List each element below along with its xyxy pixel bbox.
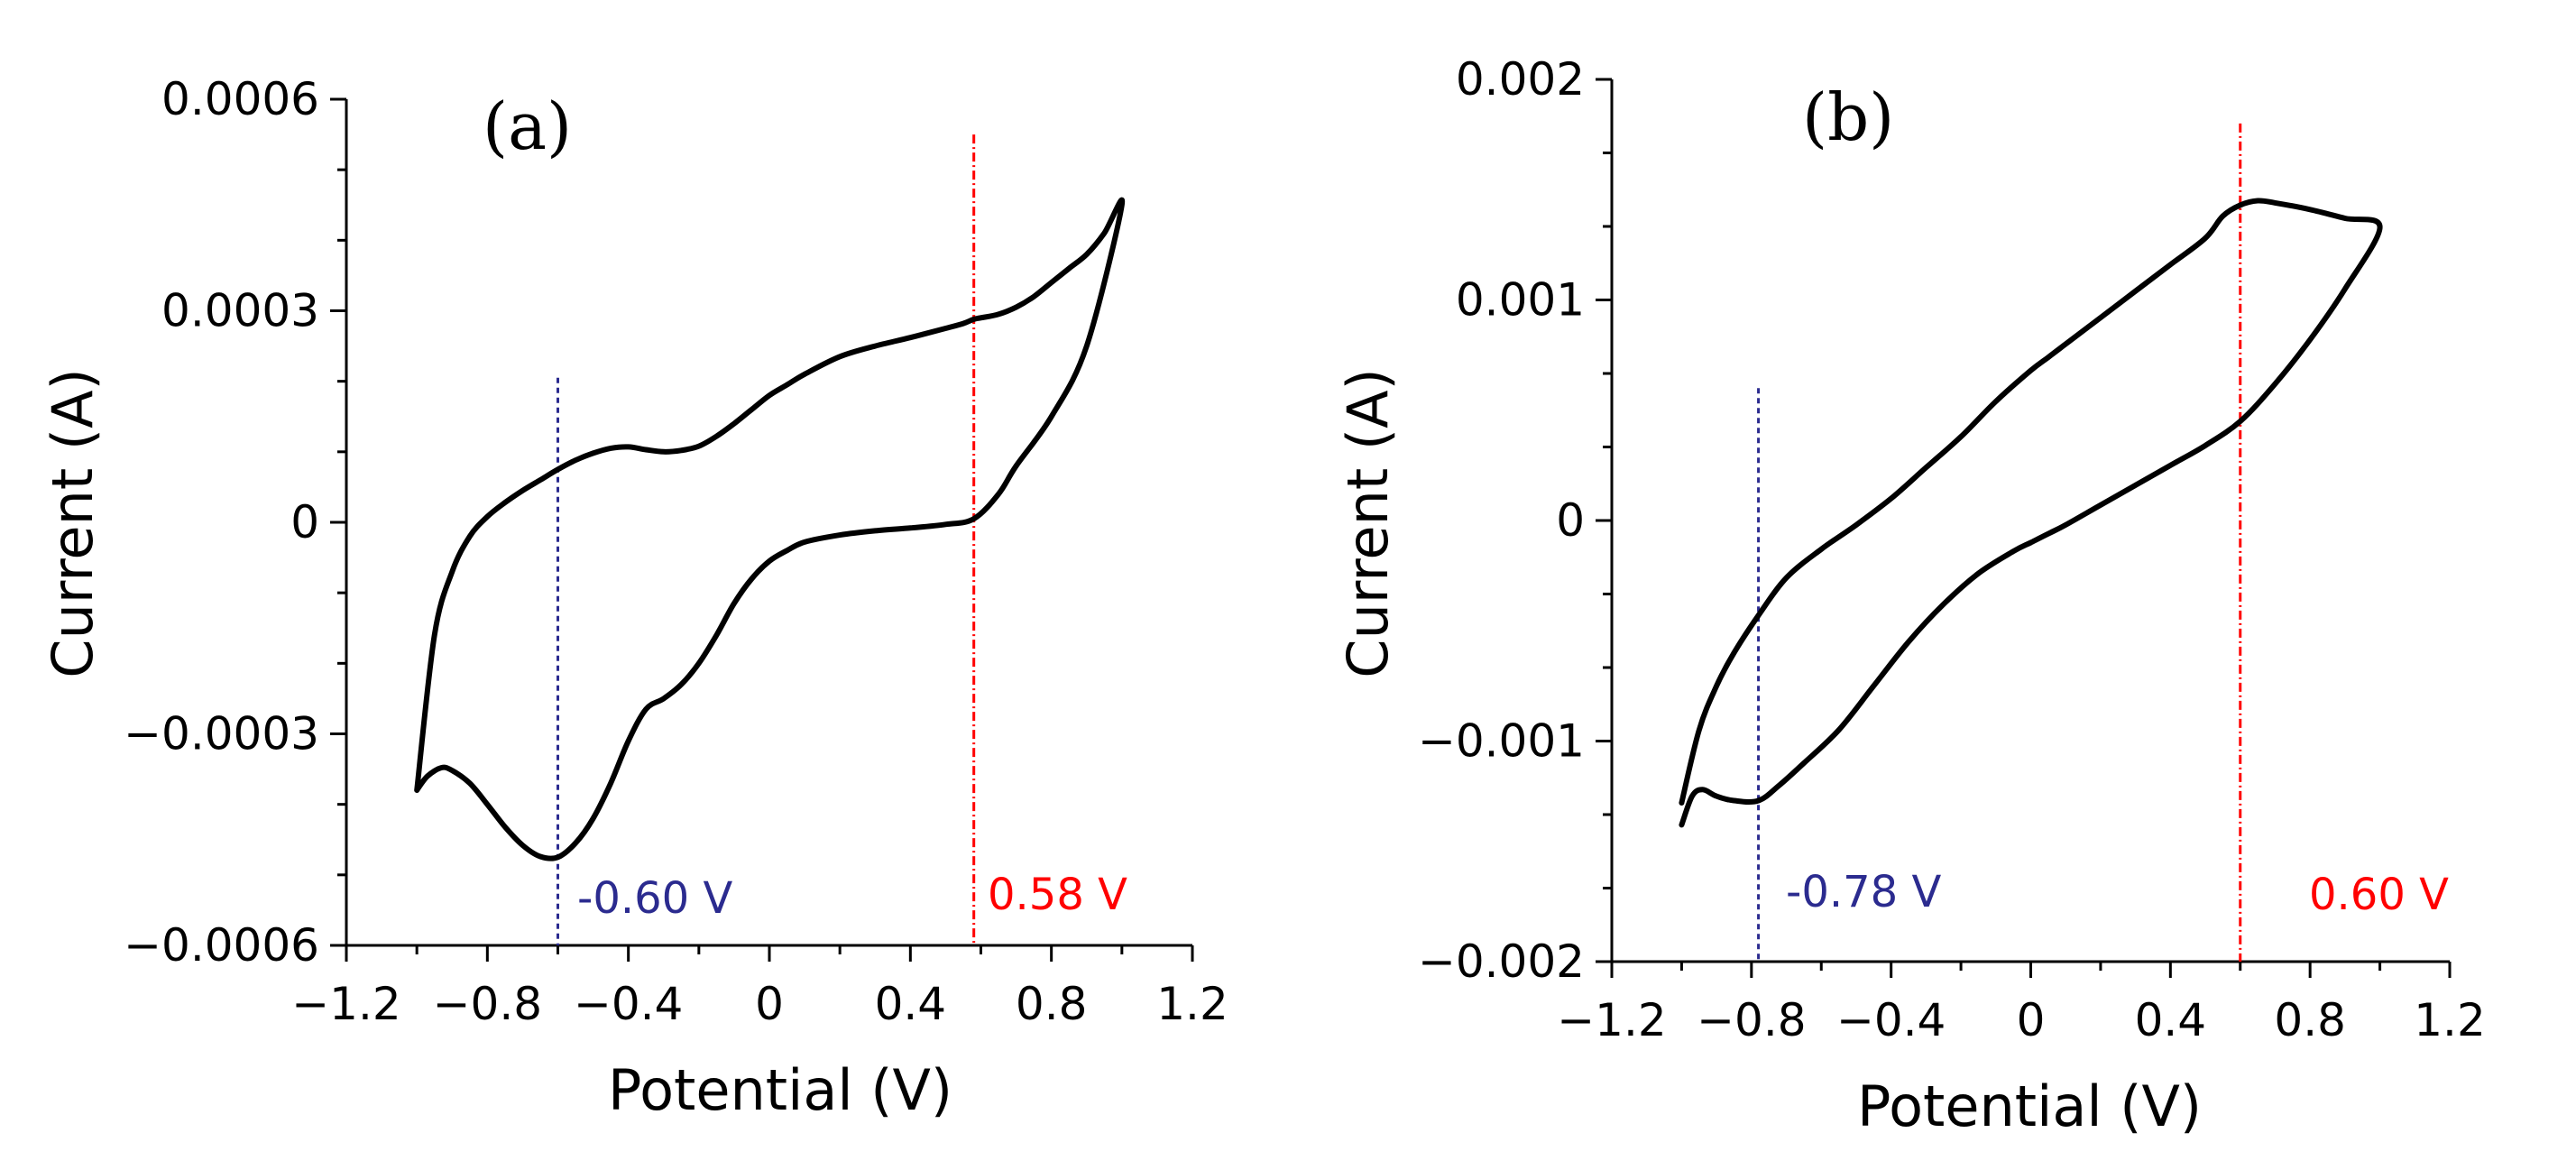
y-axis-title-a: Current (A) — [40, 368, 106, 677]
vline-label-a-reduction: -0.60 V — [577, 873, 732, 924]
x-tick-label-a-4: 0.4 — [875, 978, 947, 1030]
vline-label-b-reduction: -0.78 V — [1786, 867, 1941, 917]
y-axis-title-b: Current (A) — [1335, 368, 1401, 677]
y-tick-label-a-2: 0 — [290, 496, 319, 548]
panel-label-a: (a) — [483, 88, 572, 164]
x-tick-label-a-0: −1.2 — [291, 978, 400, 1030]
x-tick-label-b-5: 0.8 — [2274, 994, 2346, 1046]
axes-b: −1.2 −0.8 −0.4 0 0.4 0.8 1.2 −0.002 −0.001 0 0.001… — [1418, 53, 2486, 1046]
x-tick-label-a-3: 0 — [755, 978, 784, 1030]
axes-a: −1.2 −0.8 −0.4 0 0.4 0.8 1.2 −0.0006 −0.0003 0 0.0… — [124, 73, 1228, 1030]
x-tick-label-a-2: −0.4 — [574, 978, 683, 1030]
x-tick-label-b-2: −0.4 — [1836, 994, 1946, 1046]
chart-panel-b: −1.2 −0.8 −0.4 0 0.4 0.8 1.2 −0.002 −0.001 0 0.001… — [1335, 53, 2486, 1139]
cv-curve-b-0 — [1679, 198, 2383, 828]
vline-label-b-oxidation: 0.60 V — [2309, 870, 2449, 920]
vline-label-a-oxidation: 0.58 V — [988, 870, 1127, 920]
y-tick-label-a-4: 0.0006 — [161, 73, 319, 125]
x-tick-label-b-0: −1.2 — [1557, 994, 1666, 1046]
x-tick-label-b-6: 1.2 — [2414, 994, 2486, 1046]
x-tick-label-a-6: 1.2 — [1156, 978, 1228, 1030]
x-tick-label-b-4: 0.4 — [2135, 994, 2207, 1046]
y-tick-label-b-3: 0.001 — [1456, 274, 1585, 327]
x-tick-label-a-5: 0.8 — [1016, 978, 1088, 1030]
x-tick-label-b-3: 0 — [2017, 994, 2046, 1046]
y-tick-label-a-1: −0.0003 — [124, 708, 319, 760]
chart-panel-a: −1.2 −0.8 −0.4 0 0.4 0.8 1.2 −0.0006 −0.0003 0 0.0… — [40, 73, 1228, 1123]
cv-curve-a-0 — [414, 197, 1126, 861]
y-tick-label-b-4: 0.002 — [1456, 53, 1585, 106]
y-tick-label-b-2: 0 — [1556, 494, 1585, 547]
y-tick-label-a-3: 0.0003 — [161, 285, 319, 337]
panel-label-b: (b) — [1802, 79, 1894, 155]
x-tick-label-a-1: −0.8 — [433, 978, 542, 1030]
x-axis-title-a: Potential (V) — [608, 1057, 952, 1123]
y-tick-label-b-0: −0.002 — [1418, 935, 1585, 988]
y-tick-label-a-0: −0.0006 — [124, 919, 319, 972]
x-tick-label-b-1: −0.8 — [1697, 994, 1806, 1046]
y-tick-label-b-1: −0.001 — [1418, 715, 1585, 768]
x-axis-title-b: Potential (V) — [1857, 1073, 2202, 1139]
